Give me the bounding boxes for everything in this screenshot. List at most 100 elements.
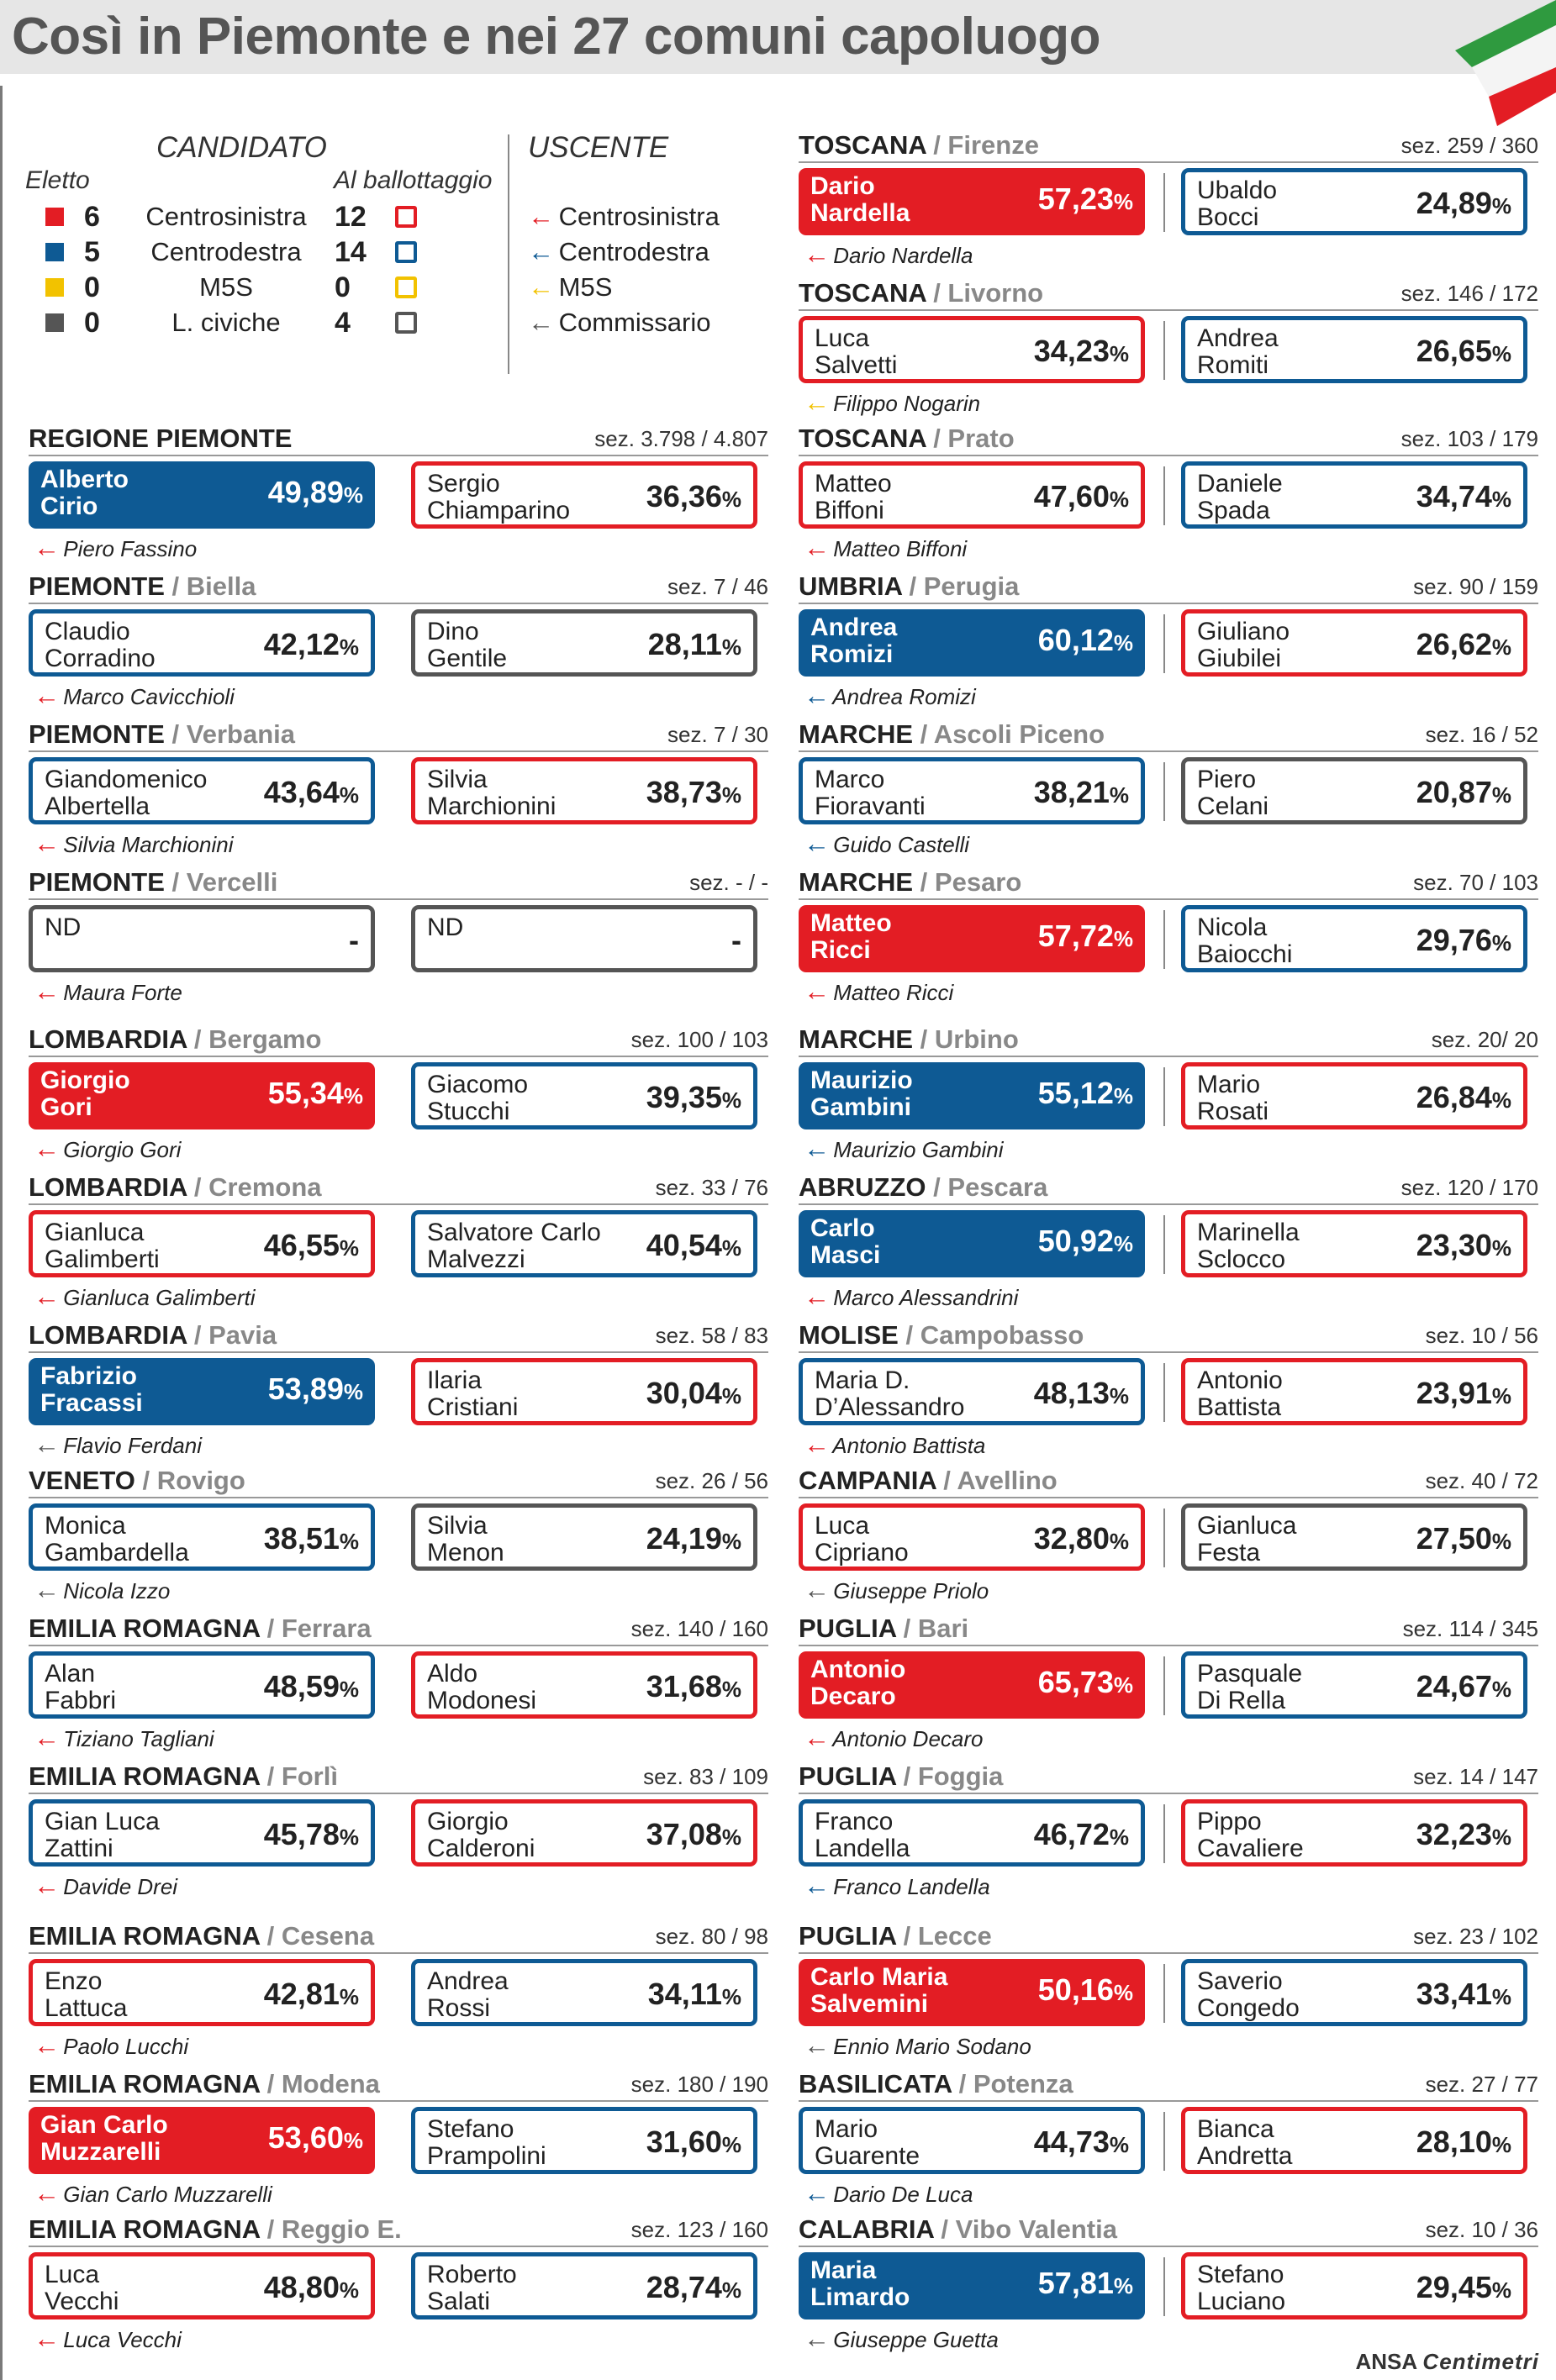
candidate-percent: 38,73% (646, 777, 741, 811)
percent-sign: % (1491, 193, 1511, 219)
candidate-box: Stefano Luciano 29,45% (1181, 2252, 1527, 2319)
outgoing-mayor: ← Tiziano Tagliani (34, 1724, 214, 1751)
city-name: / Vibo Valentia (933, 2214, 1117, 2244)
city-label: Verbania (186, 719, 295, 749)
candidate-percent: 33,41% (1416, 1978, 1511, 2013)
ballottaggio-count: 14 (335, 236, 367, 268)
percent-value: 40,54 (646, 1228, 722, 1262)
region-name: MOLISE (799, 1320, 899, 1350)
race-block: PIEMONTE / Vercelli sez. - / - ND - ND - ← Mau… (29, 866, 768, 1008)
percent-value: 65,73 (1037, 1665, 1114, 1699)
sections-count: sez. 14 / 147 (1413, 1764, 1538, 1789)
uscente-legend-row: ← Commissario (528, 306, 710, 340)
city-label: Prato (947, 424, 1015, 453)
arrow-left-icon: ← (804, 1575, 830, 1604)
city-label: Reggio E. (281, 2214, 402, 2244)
city-name: / Reggio E. (259, 2214, 402, 2244)
sections-count: sez. 58 / 83 (655, 1323, 768, 1348)
percent-sign: % (1491, 487, 1511, 512)
italian-flag-icon (1455, 0, 1556, 126)
candidate-percent: 47,60% (1034, 481, 1129, 515)
candidate-percent: 34,11% (648, 1978, 741, 2013)
race-block: PUGLIA / Lecce sez. 23 / 102 Carlo Maria S… (799, 1920, 1538, 2061)
percent-sign: % (721, 487, 741, 512)
outgoing-name: Ennio Mario Sodano (833, 2034, 1031, 2059)
city-label: Vercelli (186, 867, 278, 897)
outgoing-name: Antonio Battista (832, 1433, 986, 1458)
city-label: Pescara (947, 1172, 1048, 1202)
candidate-box: Marco Fioravanti 38,21% (799, 757, 1145, 824)
header-rule (799, 1645, 1538, 1646)
candidate-name: Piero Celani (1197, 766, 1269, 820)
race-header: EMILIA ROMAGNA / Modena sez. 180 / 190 (29, 2068, 768, 2100)
percent-sign: % (339, 782, 359, 808)
region-name: BASILICATA (799, 2069, 952, 2098)
candidate-percent: 48,13% (1034, 1377, 1129, 1412)
header-rule (799, 898, 1538, 900)
percent-sign: % (339, 1984, 359, 2009)
percent-sign: % (1113, 1672, 1133, 1698)
candidate-name: Giuliano Giubilei (1197, 618, 1290, 672)
candidate-percent: 24,89% (1416, 187, 1511, 222)
candidate-box: Fabrizio Fracassi 53,89% (29, 1358, 375, 1425)
city-name: / Verbania (164, 719, 295, 749)
candidate-name: Daniele Spada (1197, 470, 1283, 524)
candidate-percent: 48,59% (264, 1671, 359, 1705)
candidate-box: Luca Cipriano 32,80% (799, 1503, 1145, 1571)
outgoing-mayor: ← Filippo Nogarin (804, 389, 980, 416)
arrow-left-icon: ← (34, 533, 60, 562)
candidate-name: Marco Fioravanti (815, 766, 926, 820)
region-name: TOSCANA (799, 130, 926, 160)
outgoing-mayor: ← Davide Drei (34, 1872, 177, 1899)
candidate-name: Mario Rosati (1197, 1071, 1269, 1125)
candidate-box: Roberto Salati 28,74% (411, 2252, 757, 2319)
candidate-box: Bianca Andretta 28,10% (1181, 2107, 1527, 2174)
city-label: Forlì (281, 1761, 338, 1791)
candidate-box: Giorgio Gori 55,34% (29, 1062, 375, 1129)
city-name: / Firenze (926, 130, 1039, 160)
percent-sign: % (1491, 1235, 1511, 1261)
page-title: Così in Piemonte e nei 27 comuni capoluo… (12, 8, 1101, 66)
candidate-percent: 57,72% (1038, 920, 1133, 955)
city-name: / Cremona (187, 1172, 322, 1202)
percent-value: - (349, 923, 359, 957)
candidate-percent: 32,80% (1034, 1523, 1129, 1557)
candidate-box: Ubaldo Bocci 24,89% (1181, 168, 1527, 235)
outgoing-name: Gian Carlo Muzzarelli (63, 2182, 272, 2207)
percent-sign: % (1491, 634, 1511, 660)
city-name: / Ferrara (259, 1614, 372, 1643)
outgoing-mayor: ← Marco Cavicchioli (34, 682, 235, 709)
header-rule (29, 455, 768, 456)
candidate-box: Luca Vecchi 48,80% (29, 2252, 375, 2319)
race-header: PUGLIA / Foggia sez. 14 / 147 (799, 1761, 1538, 1793)
header-rule (29, 898, 768, 900)
candidate-name: ND (45, 914, 82, 941)
race-block: TOSCANA / Firenze sez. 259 / 360 Dario Nar… (799, 129, 1538, 271)
percent-sign: % (1491, 1087, 1511, 1113)
arrow-left-icon: ← (34, 1430, 60, 1459)
sections-count: sez. 7 / 30 (667, 722, 768, 747)
candidate-percent: 26,84% (1416, 1082, 1511, 1116)
race-header: MARCHE / Urbino sez. 20/ 20 (799, 1024, 1538, 1056)
candidate-percent: 45,78% (264, 1819, 359, 1853)
percent-value: 48,13 (1033, 1376, 1110, 1410)
ballottaggio-swatch (395, 241, 417, 263)
percent-sign: % (721, 634, 741, 660)
race-header: MARCHE / Ascoli Piceno sez. 16 / 52 (799, 719, 1538, 750)
percent-value: 33,41 (1416, 1977, 1492, 2011)
sections-count: sez. 83 / 109 (643, 1764, 768, 1789)
column-separator (1163, 910, 1165, 969)
percent-sign: % (1491, 341, 1511, 366)
uscente-party-label: Centrodestra (558, 237, 709, 266)
percent-sign: % (721, 1824, 741, 1850)
header-rule (29, 750, 768, 752)
eletto-count: 0 (84, 307, 100, 339)
percent-sign: % (721, 1383, 741, 1409)
header-rule (799, 161, 1538, 163)
candidate-percent: 49,89% (268, 477, 363, 511)
outgoing-mayor: ← Guido Castelli (804, 830, 969, 857)
candidate-percent: 57,23% (1038, 183, 1133, 218)
region-name: MARCHE (799, 867, 914, 897)
header-rule (799, 455, 1538, 456)
arrow-left-icon: ← (34, 977, 60, 1006)
